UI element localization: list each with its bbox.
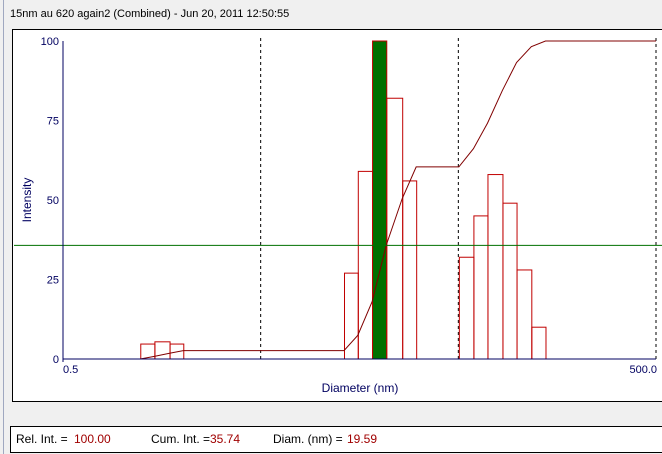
y-tick-label: 25 <box>47 275 59 287</box>
histogram-bar <box>531 326 547 360</box>
y-tick-label: 75 <box>47 116 59 128</box>
y-axis-label: Intensity <box>20 178 34 223</box>
x-tick-label-min: 0.5 <box>63 364 78 376</box>
histogram-bar <box>473 215 489 360</box>
histogram-bar <box>357 170 374 360</box>
rel-int-label: Rel. Int. = <box>16 432 68 446</box>
chart-panel[interactable] <box>12 29 662 402</box>
window-edge <box>3 0 4 454</box>
cumulative-curve <box>63 40 656 360</box>
histogram-bar <box>386 97 404 360</box>
cum-int-label: Cum. Int. = <box>151 432 211 446</box>
histogram-bar <box>154 341 171 360</box>
rel-int-value: 100.00 <box>74 432 111 446</box>
cum-int-value: 35.74 <box>210 432 241 446</box>
size-distribution-chart[interactable]: 0 25 50 75 100 0.5 500.0 Diameter (nm) Intensity <box>0 0 662 420</box>
y-tick-label: 50 <box>47 195 59 207</box>
histogram-bar <box>458 256 475 360</box>
y-tick-label: 0 <box>53 354 59 366</box>
histogram-bar <box>502 202 518 360</box>
diam-label: Diam. (nm) = <box>273 432 343 446</box>
histogram-bar <box>487 174 504 360</box>
y-tick-label: 100 <box>41 36 59 48</box>
diam-value: 19.59 <box>347 432 378 446</box>
histogram-bar <box>402 180 418 360</box>
measurement-title: 15nm au 620 again2 (Combined) - Jun 20, … <box>10 8 290 20</box>
histogram-bar <box>344 272 359 360</box>
status-bar: Rel. Int. = 100.00 Cum. Int. = 35.74 Dia… <box>10 426 662 453</box>
x-axis-label: Diameter (nm) <box>322 381 399 395</box>
x-tick-label-max: 500.0 <box>629 364 657 376</box>
selected-bar <box>372 40 388 360</box>
histogram-bar <box>516 269 533 360</box>
